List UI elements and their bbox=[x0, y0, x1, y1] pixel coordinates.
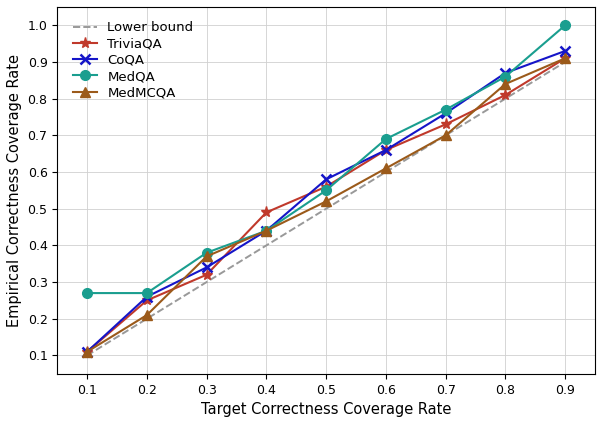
MedQA bbox=[143, 290, 150, 296]
MedQA bbox=[84, 290, 91, 296]
Line: CoQA: CoQA bbox=[82, 46, 570, 357]
Legend: Lower bound, TriviaQA, CoQA, MedQA, MedMCQA: Lower bound, TriviaQA, CoQA, MedQA, MedM… bbox=[69, 17, 197, 103]
MedQA bbox=[203, 250, 210, 255]
TriviaQA bbox=[203, 272, 210, 277]
MedQA bbox=[262, 228, 270, 233]
CoQA bbox=[502, 70, 509, 75]
Lower bound bbox=[502, 96, 509, 101]
Lower bound bbox=[143, 316, 150, 321]
X-axis label: Target Correctness Coverage Rate: Target Correctness Coverage Rate bbox=[201, 402, 452, 417]
TriviaQA bbox=[323, 184, 330, 189]
MedQA bbox=[502, 74, 509, 79]
Lower bound bbox=[323, 206, 330, 211]
MedMCQA bbox=[262, 228, 270, 233]
Line: MedMCQA: MedMCQA bbox=[82, 53, 570, 357]
MedQA bbox=[562, 23, 569, 28]
Lower bound bbox=[203, 279, 210, 285]
TriviaQA bbox=[262, 210, 270, 215]
CoQA bbox=[382, 148, 389, 153]
Line: TriviaQA: TriviaQA bbox=[81, 53, 571, 357]
CoQA bbox=[562, 48, 569, 53]
MedMCQA bbox=[323, 199, 330, 204]
MedMCQA bbox=[382, 166, 389, 171]
MedMCQA bbox=[143, 312, 150, 318]
TriviaQA bbox=[502, 92, 509, 98]
Lower bound bbox=[262, 243, 270, 248]
MedMCQA bbox=[502, 81, 509, 86]
MedMCQA bbox=[562, 56, 569, 61]
Y-axis label: Empirical Correctness Coverage Rate: Empirical Correctness Coverage Rate bbox=[7, 54, 22, 327]
Lower bound bbox=[382, 170, 389, 175]
MedQA bbox=[323, 188, 330, 193]
MedMCQA bbox=[203, 254, 210, 259]
CoQA bbox=[203, 265, 210, 270]
TriviaQA bbox=[143, 298, 150, 303]
CoQA bbox=[262, 228, 270, 233]
TriviaQA bbox=[84, 349, 91, 354]
Lower bound bbox=[562, 59, 569, 64]
MedQA bbox=[382, 137, 389, 142]
Line: MedQA: MedQA bbox=[82, 20, 570, 298]
MedMCQA bbox=[442, 133, 449, 138]
Line: Lower bound: Lower bound bbox=[87, 62, 565, 355]
MedQA bbox=[442, 107, 449, 112]
CoQA bbox=[442, 111, 449, 116]
Lower bound bbox=[442, 133, 449, 138]
TriviaQA bbox=[562, 56, 569, 61]
CoQA bbox=[323, 177, 330, 182]
TriviaQA bbox=[382, 148, 389, 153]
MedMCQA bbox=[84, 349, 91, 354]
Lower bound bbox=[84, 353, 91, 358]
CoQA bbox=[84, 349, 91, 354]
CoQA bbox=[143, 294, 150, 299]
TriviaQA bbox=[442, 122, 449, 127]
